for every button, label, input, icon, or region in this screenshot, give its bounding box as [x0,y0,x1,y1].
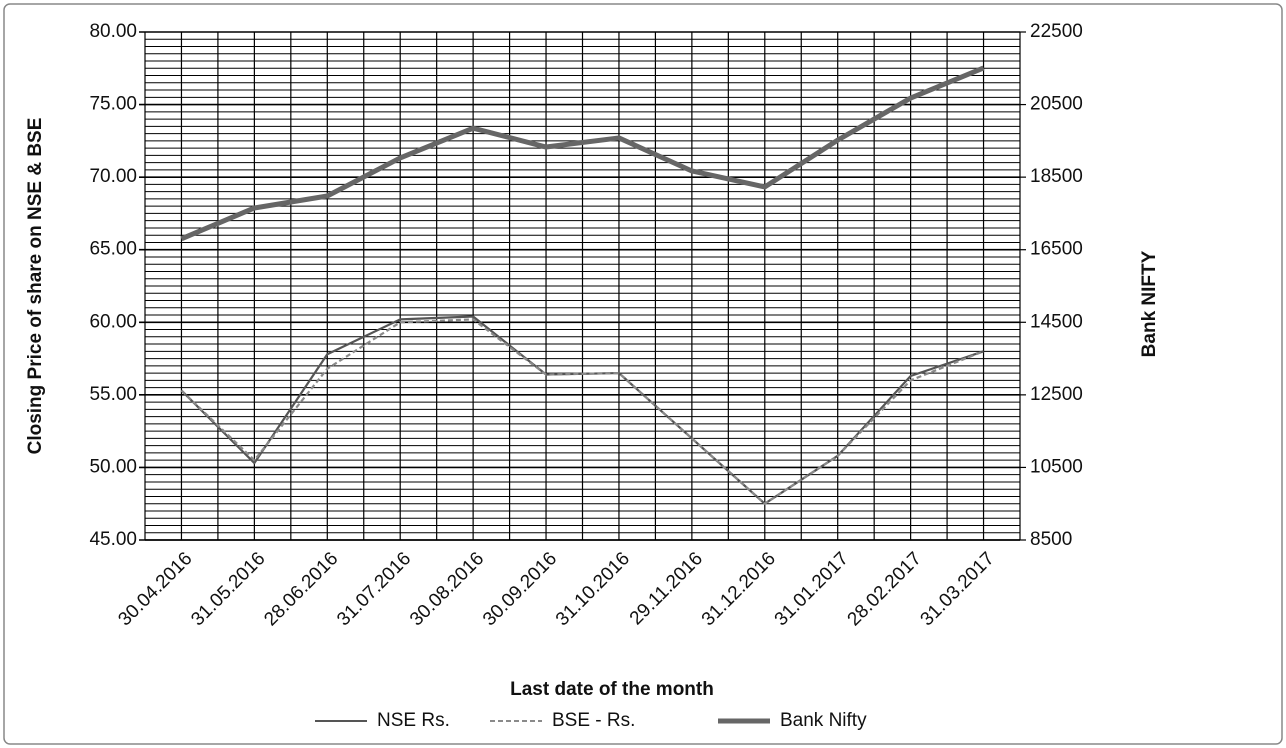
x-axis-title: Last date of the month [510,679,714,700]
legend-label: NSE Rs. [377,710,450,731]
y-axis-title: Closing Price of share on NSE & BSE [25,118,46,455]
chart-border [3,3,1283,745]
series-line [180,65,985,242]
y-tick-label: 45.00 [89,529,137,550]
y2-tick-label: 8500 [1030,529,1072,550]
y-tick-label: 55.00 [89,384,137,405]
y-tick-label: 70.00 [89,166,137,187]
y-tick-label: 75.00 [89,94,137,115]
y2-tick-label: 12500 [1030,384,1083,405]
y-tick-label: 80.00 [89,21,137,42]
y-tick-label: 50.00 [89,456,137,477]
series-line [180,318,984,505]
y2-tick-label: 16500 [1030,239,1083,260]
y2-tick-label: 10500 [1030,456,1083,477]
y2-tick-label: 22500 [1030,21,1083,42]
y-tick-label: 60.00 [89,311,137,332]
y2-axis-title: Bank NIFTY [1139,250,1160,357]
y2-tick-label: 20500 [1030,94,1083,115]
y2-tick-label: 14500 [1030,311,1083,332]
y2-tick-label: 18500 [1030,166,1083,187]
legend-label: Bank Nifty [780,710,867,731]
legend-label: BSE - Rs. [552,710,635,731]
y-tick-label: 65.00 [89,239,137,260]
